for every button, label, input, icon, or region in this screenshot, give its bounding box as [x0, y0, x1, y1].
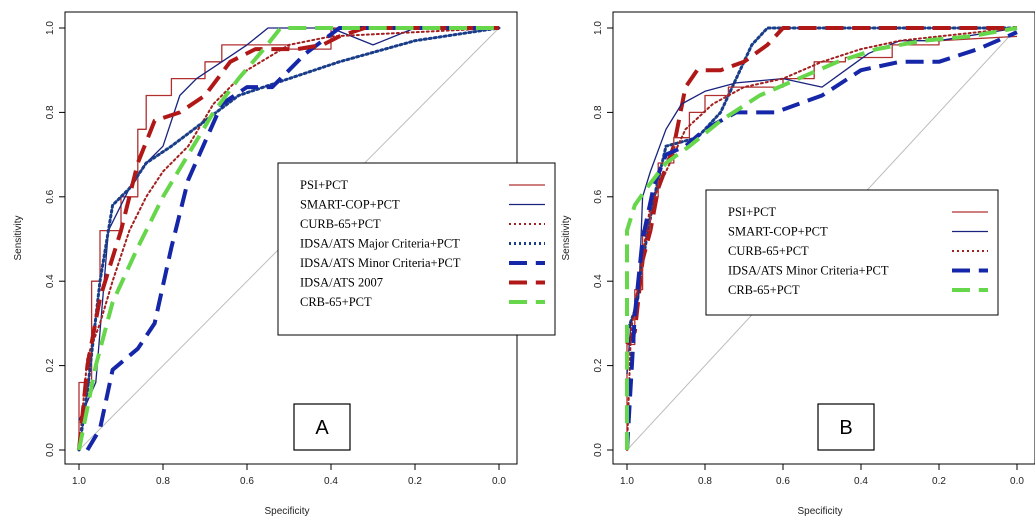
y-tick-label: 0.0: [593, 443, 604, 457]
plot-frame: [612, 11, 1035, 465]
legend-label: CURB-65+PCT: [300, 217, 381, 231]
x-tick-label: 0.0: [1010, 476, 1024, 487]
panel-b: 1.0 0.8 0.6 0.4 0.2 0.0 0.0 0.2 0.4 0.6 0.8 1.0 Spec…: [561, 11, 1035, 517]
panel-label-text: B: [839, 417, 852, 439]
legend-label: IDSA/ATS Minor Criteria+PCT: [728, 264, 889, 278]
legend-label: CRB-65+PCT: [300, 295, 372, 309]
y-tick-label: 0.2: [593, 358, 604, 372]
x-tick-label: 1.0: [620, 476, 634, 487]
x-tick-label: 0.4: [324, 476, 338, 487]
legend-box: [705, 189, 999, 316]
x-tick-label: 0.8: [698, 476, 712, 487]
series-line-2: [78, 27, 500, 451]
x-tick-label: 1.0: [72, 476, 86, 487]
series-line-4: [625, 26, 1018, 450]
legend-label: IDSA/ATS 2007: [300, 276, 383, 290]
x-tick-label: 0.8: [156, 476, 170, 487]
y-tick-label: 0.8: [45, 105, 56, 119]
series-line-6: [77, 26, 499, 451]
y-tick-label: 0.6: [45, 189, 56, 203]
y-tick-label: 1.0: [593, 21, 604, 35]
x-tick-label: 0.6: [240, 476, 254, 487]
series-line-5: [77, 26, 499, 451]
y-tick-label: 0.2: [45, 358, 56, 372]
y-tick-label: 1.0: [45, 21, 56, 35]
x-axis-label: Specificity: [264, 506, 309, 517]
y-axis-label: Sensitivity: [561, 215, 572, 260]
legend-box: [277, 162, 556, 336]
legend-label: PSI+PCT: [728, 205, 776, 219]
legend: PSI+PCT SMART-COP+PCT CURB-65+PCT IDSA/ATS …: [277, 162, 556, 336]
panel-a: 1.0 0.8 0.6 0.4 0.2 0.0 0.0 0.2 0.4 0.6 0.8 1.0 Spec…: [13, 11, 556, 517]
y-tick-label: 0.8: [593, 105, 604, 119]
panel-label-text: A: [315, 417, 329, 439]
series-line-3: [77, 26, 501, 452]
y-tick-label: 0.0: [45, 443, 56, 457]
y-tick-label: 0.4: [593, 274, 604, 288]
x-tick-label: 0.6: [776, 476, 790, 487]
x-tick-label: 0.2: [408, 476, 422, 487]
y-tick-label: 0.6: [593, 189, 604, 203]
x-tick-label: 0.0: [492, 476, 506, 487]
y-tick-label: 0.4: [45, 274, 56, 288]
x-axis-label: Specificity: [797, 506, 842, 517]
series-line-2: [626, 27, 1018, 451]
panel-label-box: [817, 403, 875, 451]
legend: PSI+PCT SMART-COP+PCT CURB-65+PCT IDSA/ATS …: [705, 189, 999, 316]
legend-label: CRB-65+PCT: [728, 283, 800, 297]
series-line-1: [78, 27, 499, 421]
legend-label: CURB-65+PCT: [728, 244, 809, 258]
panel-label: A: [293, 403, 351, 451]
x-tick-label: 0.2: [932, 476, 946, 487]
panel-label: B: [817, 403, 875, 451]
legend-label: IDSA/ATS Major Criteria+PCT: [300, 237, 460, 251]
panel-label-box: [293, 403, 351, 451]
x-tick-label: 0.4: [854, 476, 868, 487]
legend-label: IDSA/ATS Minor Criteria+PCT: [300, 256, 461, 270]
y-axis-label: Sensitivity: [13, 215, 24, 260]
legend-label: PSI+PCT: [300, 178, 348, 192]
legend-label: SMART-COP+PCT: [300, 198, 400, 212]
legend-label: SMART-COP+PCT: [728, 225, 828, 239]
